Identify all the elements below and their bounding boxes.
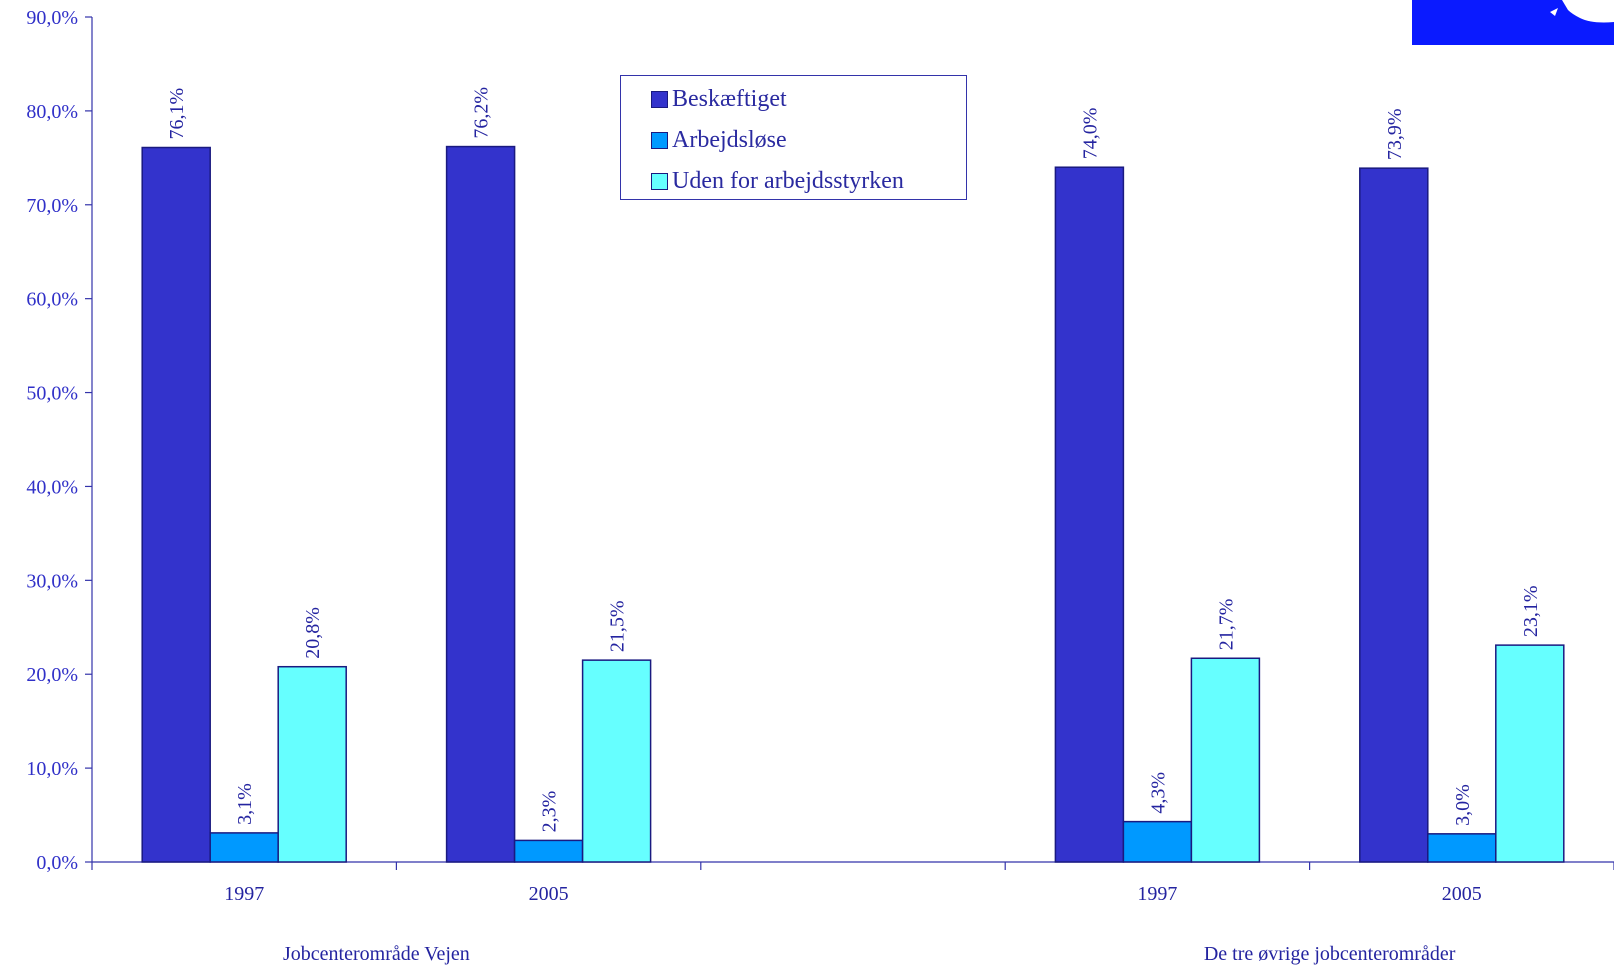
y-tick-label: 10,0% — [26, 758, 78, 780]
data-label: 76,1% — [166, 88, 188, 140]
bar — [445, 145, 516, 863]
bar — [1054, 166, 1125, 863]
y-tick-label: 0,0% — [36, 852, 78, 874]
data-label: 74,0% — [1079, 108, 1101, 160]
x-group-label: De tre øvrige jobcenterområder — [1204, 943, 1456, 965]
y-tick-label: 80,0% — [26, 101, 78, 123]
logo-shape-icon — [1550, 0, 1614, 23]
logo-image — [1412, 0, 1614, 45]
legend-item-beskaeftiget: Beskæftiget — [651, 86, 787, 113]
chart-legend: Beskæftiget Arbejdsløse Uden for arbejds… — [620, 75, 967, 200]
data-label: 73,9% — [1384, 108, 1406, 160]
bar — [209, 832, 279, 863]
data-label: 20,8% — [302, 607, 324, 659]
data-label: 3,1% — [234, 783, 256, 825]
y-tick-label: 60,0% — [26, 289, 78, 311]
bar — [1359, 167, 1429, 863]
legend-item-arbejdsloese: Arbejdsløse — [651, 127, 787, 154]
x-group-label: Jobcenterområde Vejen — [283, 943, 470, 965]
legend-swatch-uden-for — [651, 173, 668, 190]
legend-swatch-arbejdsloese — [651, 132, 668, 149]
y-tick-label: 90,0% — [26, 7, 78, 29]
x-category-label: 1997 — [224, 883, 264, 905]
y-tick-label: 70,0% — [26, 195, 78, 217]
bar — [141, 146, 211, 863]
bar — [581, 659, 652, 863]
y-tick-label: 40,0% — [26, 476, 78, 498]
legend-swatch-beskaeftiget — [651, 91, 668, 108]
legend-item-uden-for: Uden for arbejdsstyrken — [651, 168, 904, 195]
bar — [1427, 833, 1497, 863]
x-category-label: 2005 — [1442, 883, 1482, 905]
data-label: 76,2% — [471, 87, 493, 139]
bar — [277, 665, 347, 863]
data-label: 2,3% — [539, 791, 561, 833]
legend-label-arbejdsloese: Arbejdsløse — [672, 127, 787, 153]
data-label: 4,3% — [1147, 772, 1169, 814]
y-tick-label: 20,0% — [26, 664, 78, 686]
bar — [1190, 657, 1261, 863]
data-label: 3,0% — [1452, 784, 1474, 826]
x-category-label: 2005 — [529, 883, 569, 905]
data-label: 21,7% — [1215, 599, 1237, 651]
legend-label-beskaeftiget: Beskæftiget — [672, 86, 787, 112]
data-label: 21,5% — [607, 600, 629, 652]
y-tick-label: 30,0% — [26, 570, 78, 592]
y-tick-label: 50,0% — [26, 383, 78, 405]
bar — [1495, 644, 1565, 863]
x-category-label: 1997 — [1137, 883, 1177, 905]
legend-label-uden-for: Uden for arbejdsstyrken — [672, 168, 904, 194]
bar — [513, 839, 584, 863]
bar — [1122, 820, 1193, 863]
data-label: 23,1% — [1520, 585, 1542, 637]
